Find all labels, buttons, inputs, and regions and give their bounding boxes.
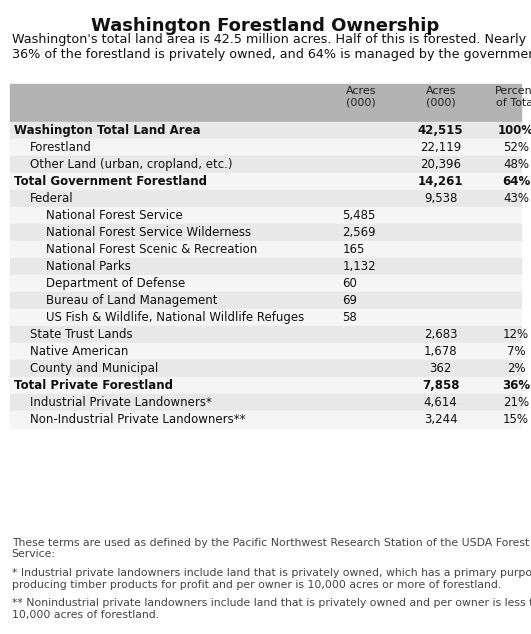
Text: 60: 60: [342, 276, 357, 290]
Bar: [10, 224, 521, 241]
Text: Acres
(000): Acres (000): [346, 86, 376, 108]
Text: Federal: Federal: [30, 191, 73, 205]
Bar: [10, 377, 521, 394]
Bar: [10, 190, 521, 207]
Text: 21%: 21%: [503, 396, 529, 408]
Bar: [10, 411, 521, 427]
Text: Bureau of Land Management: Bureau of Land Management: [46, 294, 217, 307]
Bar: [10, 292, 521, 309]
Bar: [10, 257, 521, 275]
Text: Total Private Forestland: Total Private Forestland: [14, 378, 173, 392]
Text: 362: 362: [430, 361, 452, 375]
Text: 165: 165: [342, 243, 365, 256]
Text: National Forest Scenic & Recreation: National Forest Scenic & Recreation: [46, 243, 257, 256]
Text: Native American: Native American: [30, 345, 128, 358]
Text: 1,678: 1,678: [424, 345, 458, 358]
Text: National Forest Service: National Forest Service: [46, 209, 183, 222]
Bar: [10, 326, 521, 342]
Text: US Fish & Wildlife, National Wildlife Refuges: US Fish & Wildlife, National Wildlife Re…: [46, 311, 304, 323]
Text: Washington Total Land Area: Washington Total Land Area: [14, 124, 200, 137]
Bar: [10, 359, 521, 377]
Text: 22,119: 22,119: [420, 141, 461, 153]
Text: 2,683: 2,683: [424, 328, 458, 340]
Text: * Industrial private landowners include land that is privately owned, which has : * Industrial private landowners include …: [12, 568, 531, 590]
Bar: [10, 122, 521, 139]
Bar: [10, 394, 521, 411]
Text: 64%: 64%: [502, 175, 530, 188]
Text: 12%: 12%: [503, 328, 529, 340]
Bar: [10, 241, 521, 257]
Bar: [10, 156, 521, 172]
Text: 100%: 100%: [498, 124, 531, 137]
Text: National Parks: National Parks: [46, 260, 131, 273]
Bar: [10, 309, 521, 326]
Text: Total Government Forestland: Total Government Forestland: [14, 175, 207, 188]
Text: 5,485: 5,485: [342, 209, 376, 222]
Text: 52%: 52%: [503, 141, 529, 153]
Text: 4,614: 4,614: [424, 396, 458, 408]
Text: National Forest Service Wilderness: National Forest Service Wilderness: [46, 226, 251, 238]
Text: 1,132: 1,132: [342, 260, 376, 273]
Bar: [10, 172, 521, 190]
Text: 9,538: 9,538: [424, 191, 457, 205]
Text: 58: 58: [342, 311, 357, 323]
Bar: [10, 207, 521, 224]
Text: ** Nonindustrial private landowners include land that is privately owned and per: ** Nonindustrial private landowners incl…: [12, 598, 531, 620]
Text: 2,569: 2,569: [342, 226, 376, 238]
Text: 69: 69: [342, 294, 357, 307]
Bar: [10, 84, 521, 122]
Bar: [10, 342, 521, 359]
Text: These terms are used as defined by the Pacific Northwest Research Station of the: These terms are used as defined by the P…: [12, 538, 529, 559]
Text: Forestland: Forestland: [30, 141, 92, 153]
Text: County and Municipal: County and Municipal: [30, 361, 158, 375]
Text: 3,244: 3,244: [424, 413, 458, 425]
Text: 7,858: 7,858: [422, 378, 459, 392]
Text: 42,515: 42,515: [418, 124, 464, 137]
Text: 43%: 43%: [503, 191, 529, 205]
Bar: [10, 139, 521, 156]
Text: Washington Forestland Ownership: Washington Forestland Ownership: [91, 17, 440, 35]
Text: Non-Industrial Private Landowners**: Non-Industrial Private Landowners**: [30, 413, 245, 425]
Text: 36%: 36%: [502, 378, 530, 392]
Text: Washington's total land area is 42.5 million acres. Half of this is forested. Ne: Washington's total land area is 42.5 mil…: [12, 33, 531, 61]
Text: 48%: 48%: [503, 158, 529, 171]
Text: State Trust Lands: State Trust Lands: [30, 328, 132, 340]
Text: 7%: 7%: [507, 345, 526, 358]
Text: 14,261: 14,261: [418, 175, 464, 188]
Text: Acres
(000): Acres (000): [425, 86, 456, 108]
Text: Industrial Private Landowners*: Industrial Private Landowners*: [30, 396, 212, 408]
Bar: [10, 275, 521, 292]
Text: Other Land (urban, cropland, etc.): Other Land (urban, cropland, etc.): [30, 158, 232, 171]
Text: Percent
of Total: Percent of Total: [495, 86, 531, 108]
Text: Department of Defense: Department of Defense: [46, 276, 185, 290]
Text: 20,396: 20,396: [420, 158, 461, 171]
Text: 2%: 2%: [507, 361, 526, 375]
Text: 15%: 15%: [503, 413, 529, 425]
